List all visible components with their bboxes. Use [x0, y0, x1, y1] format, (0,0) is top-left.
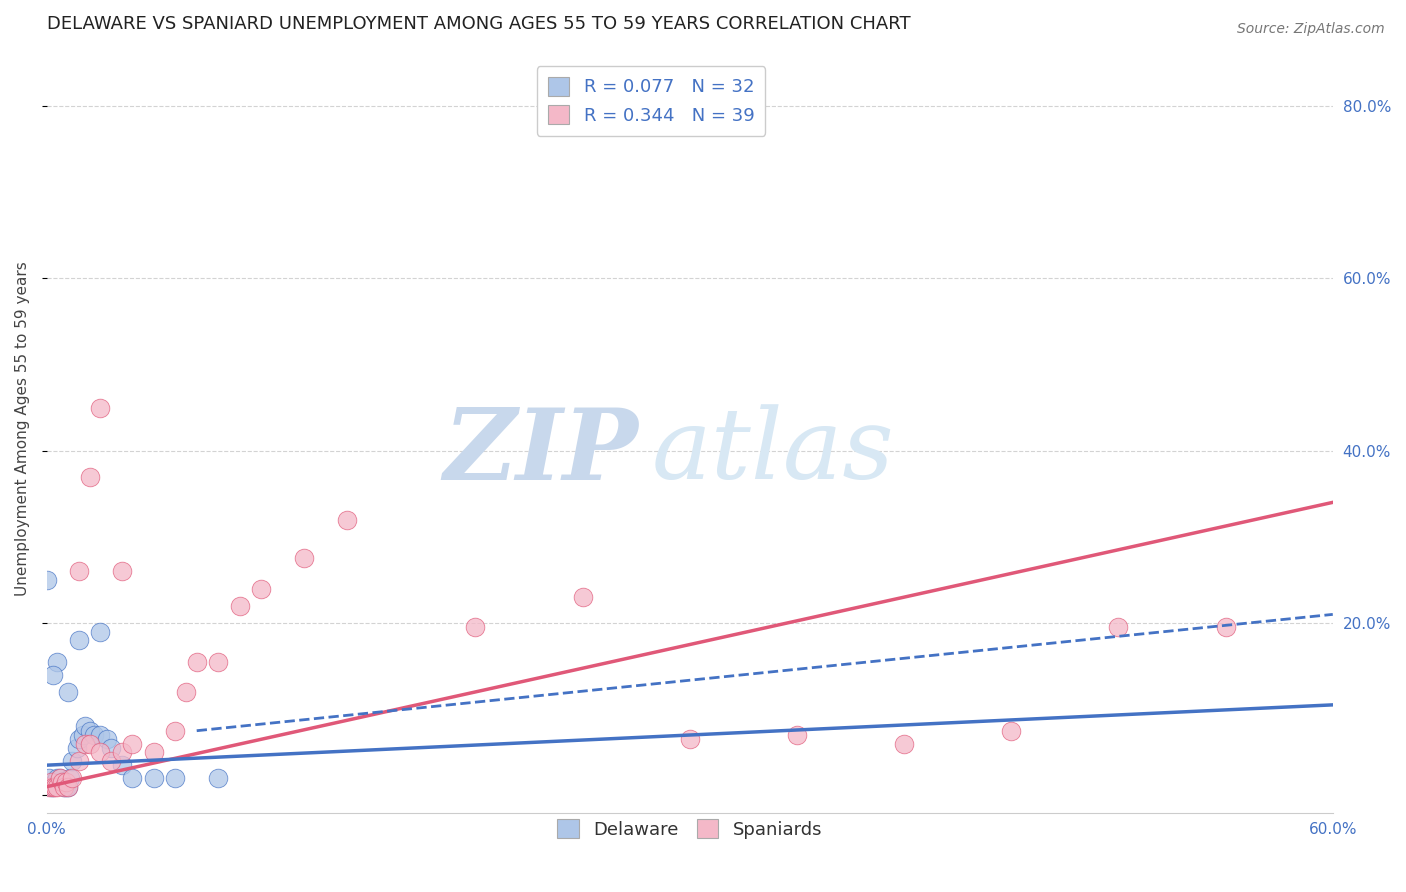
Point [39, 775, 62, 789]
Point [79, 737, 101, 751]
Point [42, 780, 65, 794]
Point [336, 513, 359, 527]
Point [56, 780, 79, 794]
Point [142, 771, 165, 785]
Point [75, 719, 97, 733]
Point [1000, 723, 1022, 738]
Point [38, 771, 60, 785]
Point [67, 732, 90, 747]
Point [72, 728, 94, 742]
Point [893, 737, 915, 751]
Point [39, 780, 62, 794]
Y-axis label: Unemployment Among Ages 55 to 59 years: Unemployment Among Ages 55 to 59 years [15, 261, 30, 597]
Point [42, 667, 65, 681]
Point [46, 780, 69, 794]
Point [1215, 620, 1237, 634]
Point [96, 732, 118, 747]
Text: DELAWARE VS SPANIARD UNEMPLOYMENT AMONG AGES 55 TO 59 YEARS CORRELATION CHART: DELAWARE VS SPANIARD UNEMPLOYMENT AMONG … [46, 15, 910, 33]
Point [89, 624, 111, 639]
Point [46, 655, 69, 669]
Point [571, 590, 593, 604]
Point [207, 655, 229, 669]
Point [142, 745, 165, 759]
Point [66, 741, 89, 756]
Point [42, 780, 65, 794]
Point [786, 728, 808, 742]
Point [67, 564, 90, 578]
Point [56, 780, 79, 794]
Point [89, 745, 111, 759]
Point [165, 771, 187, 785]
Point [52, 780, 75, 794]
Point [44, 775, 66, 789]
Point [75, 737, 97, 751]
Point [67, 754, 90, 768]
Legend: Delaware, Spaniards: Delaware, Spaniards [550, 812, 830, 846]
Point [56, 685, 79, 699]
Point [55, 775, 77, 789]
Point [100, 741, 122, 756]
Point [464, 620, 486, 634]
Point [52, 780, 75, 794]
Point [174, 685, 197, 699]
Point [48, 771, 70, 785]
Point [44, 780, 66, 794]
Point [79, 723, 101, 738]
Point [228, 599, 250, 613]
Point [111, 758, 134, 772]
Point [51, 775, 73, 789]
Point [250, 582, 273, 596]
Point [60, 771, 83, 785]
Point [60, 754, 83, 768]
Point [207, 771, 229, 785]
Point [89, 401, 111, 415]
Point [38, 780, 60, 794]
Point [83, 728, 105, 742]
Point [46, 771, 69, 785]
Point [292, 551, 315, 566]
Point [121, 771, 143, 785]
Point [35, 573, 58, 587]
Point [67, 633, 90, 648]
Point [186, 655, 208, 669]
Point [679, 732, 702, 747]
Text: ZIP: ZIP [443, 404, 638, 500]
Point [55, 780, 77, 794]
Point [48, 771, 70, 785]
Point [165, 723, 187, 738]
Point [51, 775, 73, 789]
Point [111, 564, 134, 578]
Text: Source: ZipAtlas.com: Source: ZipAtlas.com [1237, 22, 1385, 37]
Point [79, 469, 101, 483]
Point [59, 771, 82, 785]
Point [89, 728, 111, 742]
Point [100, 754, 122, 768]
Point [111, 745, 134, 759]
Point [1107, 620, 1129, 634]
Point [121, 737, 143, 751]
Text: atlas: atlas [651, 404, 894, 500]
